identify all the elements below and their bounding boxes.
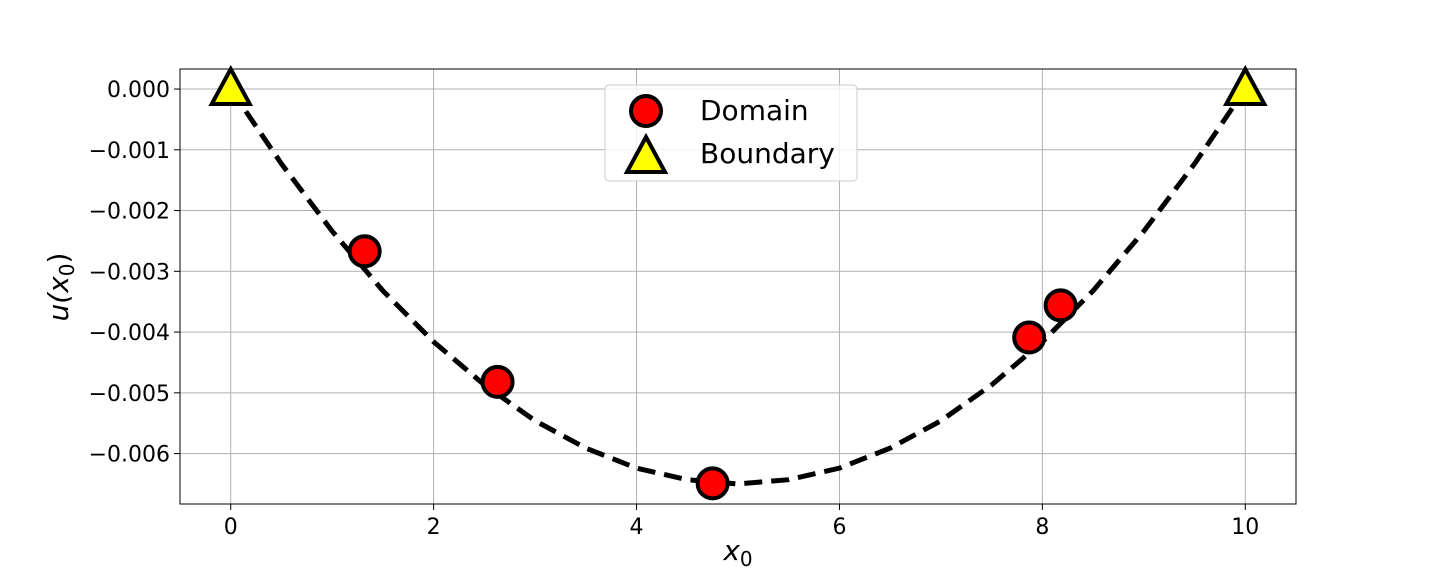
y-tick-label: 0.000: [107, 78, 170, 103]
domain-point: [347, 234, 382, 269]
y-tick-label: −0.002: [89, 200, 170, 225]
x-axis-label: x0: [722, 534, 752, 571]
boundary-point: [208, 64, 254, 107]
domain-point: [1012, 320, 1047, 355]
y-tick-label: −0.001: [89, 139, 170, 164]
x-tick-label: 6: [832, 515, 846, 540]
legend-label-domain: Domain: [700, 94, 809, 127]
domain-point: [1043, 288, 1078, 323]
x-tick-label: 10: [1231, 515, 1259, 540]
legend-label-boundary: Boundary: [700, 137, 835, 170]
x-tick-label: 4: [630, 515, 644, 540]
y-tick-label: −0.003: [89, 260, 170, 285]
legend-marker-domain: [629, 94, 663, 128]
plot-frame: [179, 68, 1297, 505]
boundary-point: [1222, 64, 1268, 107]
legend-marker-boundary: [623, 132, 669, 174]
y-tick-label: −0.004: [89, 321, 170, 346]
y-tick-label: −0.005: [89, 382, 170, 407]
y-tick-label: −0.006: [89, 443, 170, 468]
y-axis-label: u(x0): [42, 253, 79, 322]
marker-layer: [208, 64, 1268, 501]
legend-box: [604, 84, 858, 182]
domain-point: [695, 466, 730, 501]
ticks: 0 2 4 6 8 10 0.000 −0.001 −0.002 −0.003 −0.004 −0.0…: [89, 78, 1260, 540]
x-tick-label: 0: [224, 515, 238, 540]
legend: Domain Boundary: [604, 84, 858, 182]
x-tick-label: 8: [1035, 515, 1049, 540]
domain-point: [480, 364, 515, 399]
x-tick-label: 2: [427, 515, 441, 540]
